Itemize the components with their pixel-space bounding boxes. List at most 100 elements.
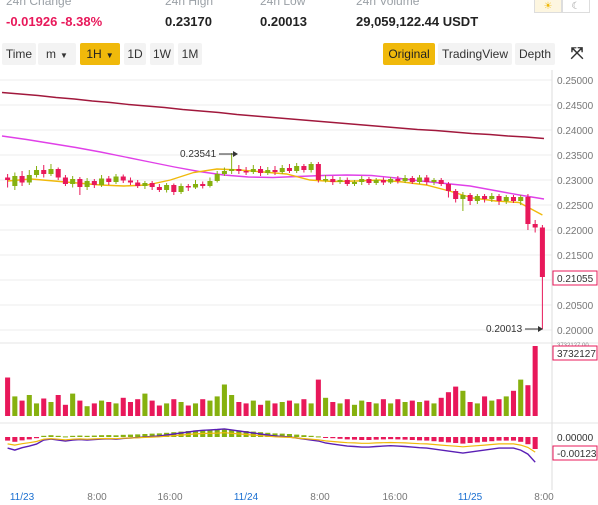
candle[interactable]: [366, 179, 372, 183]
candle[interactable]: [496, 196, 502, 201]
candle[interactable]: [243, 171, 249, 173]
depth-tab[interactable]: Depth: [515, 43, 555, 65]
hour-dropdown[interactable]: 1H ▼: [80, 43, 120, 65]
candle[interactable]: [279, 168, 285, 172]
candle[interactable]: [48, 169, 54, 174]
interval-1w-button[interactable]: 1W: [150, 43, 174, 65]
candle[interactable]: [388, 179, 394, 183]
candle[interactable]: [424, 177, 430, 183]
candle[interactable]: [214, 174, 220, 181]
candle[interactable]: [265, 170, 271, 173]
candle[interactable]: [19, 176, 25, 183]
candle[interactable]: [33, 170, 40, 175]
candle[interactable]: [489, 196, 495, 199]
candle[interactable]: [200, 184, 206, 186]
candle[interactable]: [373, 180, 379, 183]
candle[interactable]: [474, 196, 480, 201]
candle[interactable]: [5, 177, 11, 181]
candle[interactable]: [482, 196, 488, 199]
candle[interactable]: [207, 181, 213, 186]
candle[interactable]: [149, 183, 155, 187]
candle[interactable]: [70, 179, 76, 184]
candle[interactable]: [127, 180, 133, 183]
candle[interactable]: [258, 169, 264, 173]
candle[interactable]: [395, 179, 401, 181]
candle[interactable]: [539, 227, 545, 278]
candle[interactable]: [164, 185, 170, 190]
candle[interactable]: [192, 184, 199, 188]
interval-1m-button[interactable]: 1M: [178, 43, 202, 65]
volume-bar: [445, 392, 451, 416]
candle[interactable]: [156, 187, 162, 190]
candle[interactable]: [41, 170, 47, 174]
candle[interactable]: [445, 184, 451, 191]
candle[interactable]: [221, 171, 227, 174]
candle[interactable]: [142, 183, 148, 186]
candle[interactable]: [402, 178, 408, 181]
candle[interactable]: [62, 177, 68, 185]
candle[interactable]: [532, 224, 538, 228]
candle[interactable]: [453, 191, 459, 199]
candle[interactable]: [250, 169, 256, 172]
volume-bar: [395, 399, 401, 416]
original-tab[interactable]: Original: [383, 43, 435, 65]
fullscreen-icon[interactable]: ⤧: [570, 45, 584, 62]
sun-icon[interactable]: ☀: [534, 0, 562, 13]
candle[interactable]: [351, 182, 358, 184]
candle[interactable]: [26, 175, 32, 183]
candle[interactable]: [135, 182, 141, 187]
candle[interactable]: [91, 181, 97, 185]
candle[interactable]: [178, 186, 184, 192]
candle[interactable]: [503, 197, 509, 201]
volume-bar: [351, 404, 358, 416]
candle[interactable]: [308, 164, 314, 170]
candle[interactable]: [330, 179, 336, 182]
candle[interactable]: [77, 179, 83, 187]
candle[interactable]: [99, 178, 105, 186]
candle[interactable]: [467, 195, 473, 201]
candle[interactable]: [525, 197, 531, 224]
volume-bar: [323, 397, 329, 416]
macd-pane: [5, 428, 538, 463]
interval-1d-button[interactable]: 1D: [124, 43, 146, 65]
candle[interactable]: [113, 176, 119, 183]
candle[interactable]: [229, 169, 235, 171]
candle[interactable]: [185, 186, 191, 188]
candle[interactable]: [171, 185, 177, 192]
candle[interactable]: [460, 195, 466, 199]
candle[interactable]: [417, 177, 423, 183]
time-button[interactable]: Time: [2, 43, 36, 65]
candle[interactable]: [315, 164, 321, 180]
candle[interactable]: [518, 197, 524, 201]
macd-bar: [366, 437, 372, 440]
candle[interactable]: [84, 181, 90, 187]
candle[interactable]: [438, 180, 444, 184]
macd-bar: [315, 436, 321, 438]
candle[interactable]: [294, 166, 300, 171]
candle[interactable]: [323, 179, 329, 181]
minute-dropdown[interactable]: m ▼: [38, 43, 76, 65]
candle[interactable]: [120, 176, 126, 181]
candle[interactable]: [301, 166, 307, 170]
high-value: 0.23170: [165, 14, 212, 29]
candle[interactable]: [55, 169, 61, 178]
candle[interactable]: [106, 178, 112, 183]
candle[interactable]: [272, 170, 278, 172]
macd-bar: [510, 437, 517, 441]
candle[interactable]: [286, 168, 292, 171]
candle[interactable]: [337, 180, 343, 182]
candle[interactable]: [12, 176, 18, 186]
candle[interactable]: [380, 180, 386, 183]
candle[interactable]: [409, 178, 415, 182]
volume-bar: [156, 405, 162, 416]
moon-icon[interactable]: ☾: [562, 0, 590, 13]
candle[interactable]: [359, 179, 365, 182]
candle[interactable]: [236, 169, 242, 171]
candles[interactable]: [5, 153, 545, 330]
volume-bar: [120, 397, 126, 416]
tradingview-tab[interactable]: TradingView: [438, 43, 512, 65]
candle[interactable]: [510, 197, 517, 201]
candle[interactable]: [344, 180, 350, 184]
candle[interactable]: [431, 180, 437, 182]
